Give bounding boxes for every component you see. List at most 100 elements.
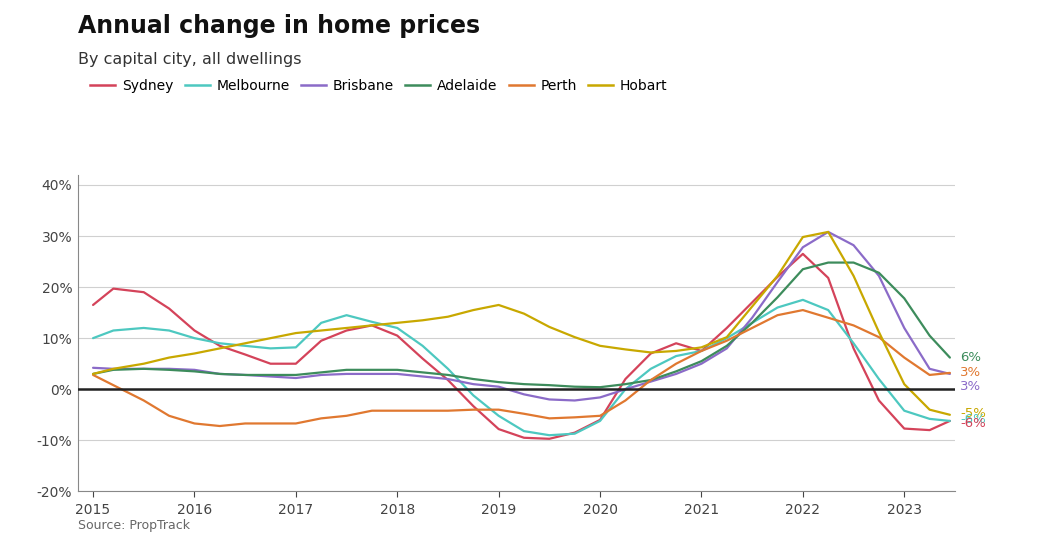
Adelaide [518, 381, 530, 388]
Brisbane [771, 278, 784, 285]
Adelaide [645, 377, 657, 383]
Melbourne [214, 340, 226, 347]
Sydney [239, 351, 251, 358]
Brisbane [188, 366, 200, 373]
Adelaide [188, 368, 200, 375]
Line: Hobart: Hobart [93, 232, 950, 415]
Sydney [771, 274, 784, 280]
Sydney [695, 348, 708, 354]
Legend: Sydney, Melbourne, Brisbane, Adelaide, Perth, Hobart: Sydney, Melbourne, Brisbane, Adelaide, P… [85, 73, 674, 98]
Perth [822, 314, 835, 321]
Adelaide [137, 365, 149, 372]
Hobart [746, 303, 759, 310]
Sydney [214, 342, 226, 349]
Text: 3%: 3% [960, 366, 981, 379]
Line: Adelaide: Adelaide [93, 263, 950, 387]
Hobart [87, 371, 100, 377]
Hobart [107, 365, 119, 372]
Brisbane [620, 386, 632, 393]
Adelaide [107, 366, 119, 373]
Sydney [847, 345, 859, 352]
Brisbane [265, 373, 277, 380]
Sydney [340, 327, 353, 334]
Sydney [720, 325, 733, 331]
Hobart [492, 302, 504, 308]
Adelaide [720, 342, 733, 349]
Perth [620, 397, 632, 403]
Melbourne [416, 342, 429, 349]
Brisbane [944, 371, 956, 377]
Perth [214, 423, 226, 429]
Perth [163, 413, 175, 419]
Hobart [924, 406, 936, 413]
Brisbane [695, 360, 708, 367]
Melbourne [391, 325, 404, 331]
Perth [873, 334, 885, 340]
Sydney [467, 403, 480, 410]
Melbourne [720, 335, 733, 341]
Melbourne [265, 345, 277, 352]
Hobart [543, 324, 555, 330]
Brisbane [898, 325, 910, 331]
Brisbane [87, 365, 100, 371]
Sydney [645, 350, 657, 357]
Perth [290, 420, 302, 427]
Perth [365, 407, 378, 414]
Brisbane [796, 244, 809, 251]
Brisbane [137, 365, 149, 372]
Brisbane [340, 371, 353, 377]
Melbourne [492, 413, 504, 419]
Hobart [137, 360, 149, 367]
Melbourne [847, 340, 859, 347]
Brisbane [720, 345, 733, 352]
Sydney [543, 436, 555, 442]
Sydney [365, 322, 378, 329]
Text: By capital city, all dwellings: By capital city, all dwellings [78, 52, 301, 67]
Perth [492, 406, 504, 413]
Adelaide [239, 372, 251, 378]
Sydney [518, 435, 530, 441]
Brisbane [391, 371, 404, 377]
Perth [416, 407, 429, 414]
Melbourne [543, 432, 555, 438]
Brisbane [290, 375, 302, 381]
Adelaide [543, 382, 555, 388]
Adelaide [695, 358, 708, 364]
Brisbane [543, 396, 555, 403]
Brisbane [746, 314, 759, 321]
Melbourne [898, 407, 910, 414]
Adelaide [771, 294, 784, 301]
Hobart [290, 330, 302, 336]
Adelaide [492, 379, 504, 385]
Sydney [670, 340, 682, 347]
Hobart [365, 322, 378, 329]
Brisbane [107, 365, 119, 372]
Melbourne [340, 312, 353, 318]
Adelaide [796, 266, 809, 272]
Hobart [796, 234, 809, 240]
Adelaide [87, 371, 100, 377]
Hobart [315, 327, 327, 334]
Perth [695, 348, 708, 354]
Hobart [944, 412, 956, 418]
Brisbane [847, 242, 859, 248]
Sydney [265, 360, 277, 367]
Melbourne [239, 342, 251, 349]
Melbourne [873, 376, 885, 382]
Perth [391, 407, 404, 414]
Melbourne [645, 365, 657, 372]
Adelaide [467, 376, 480, 382]
Adelaide [847, 259, 859, 266]
Melbourne [137, 325, 149, 331]
Perth [594, 413, 606, 419]
Text: 3%: 3% [960, 380, 981, 393]
Melbourne [442, 365, 455, 372]
Adelaide [214, 371, 226, 377]
Hobart [569, 334, 581, 340]
Hobart [416, 317, 429, 324]
Melbourne [924, 416, 936, 422]
Adelaide [873, 270, 885, 276]
Brisbane [163, 365, 175, 372]
Hobart [442, 313, 455, 320]
Perth [543, 415, 555, 422]
